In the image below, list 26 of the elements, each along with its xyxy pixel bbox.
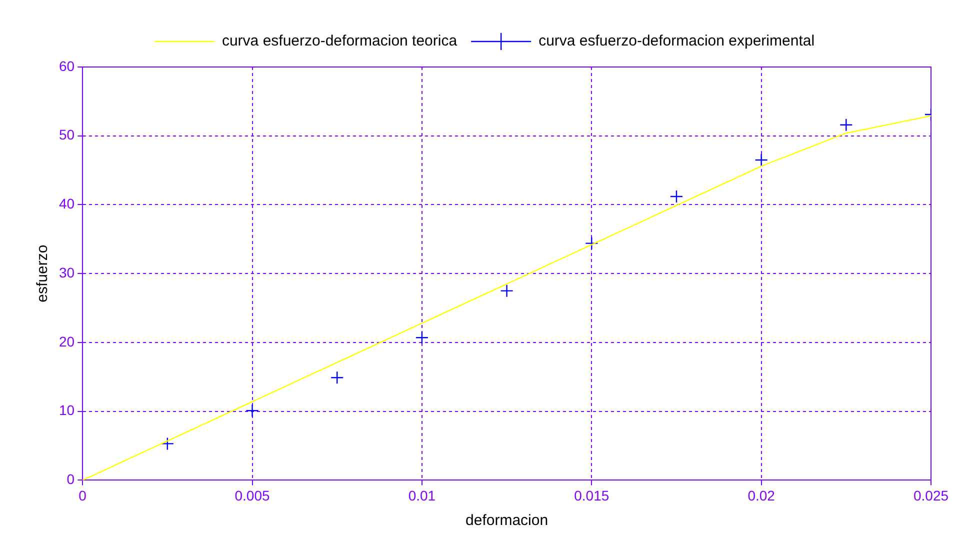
y-tick-label: 60 (58, 58, 75, 74)
point (415, 331, 429, 344)
x-tick-label: 0.015 (574, 487, 610, 504)
x-tick-label: 0.01 (408, 487, 436, 504)
point (670, 190, 684, 204)
point (754, 153, 768, 167)
legend-label: curva esfuerzo-deformacion experimental (538, 32, 815, 50)
y-tick-label: 40 (58, 196, 75, 212)
x-tick-label: 0.025 (913, 487, 949, 504)
y-tick-label: 30 (58, 264, 75, 280)
y-tick-label: 20 (58, 333, 75, 350)
point (160, 437, 174, 450)
y-tick-label: 10 (58, 402, 75, 418)
legend-label: curva esfuerzo-deformacion teorica (222, 32, 458, 50)
point (500, 284, 514, 298)
point (585, 236, 598, 250)
x-tick-label: 0.02 (748, 487, 776, 504)
point (840, 118, 853, 132)
y-tick-label: 50 (58, 126, 75, 143)
point (246, 404, 259, 418)
y-axis-title: esfuerzo (34, 244, 52, 302)
point (330, 370, 344, 384)
x-axis-title: deformacion (466, 512, 548, 530)
x-tick-label: 0.005 (234, 487, 270, 504)
y-tick-label: 0 (66, 471, 75, 488)
x-tick-label: 0 (78, 487, 87, 504)
